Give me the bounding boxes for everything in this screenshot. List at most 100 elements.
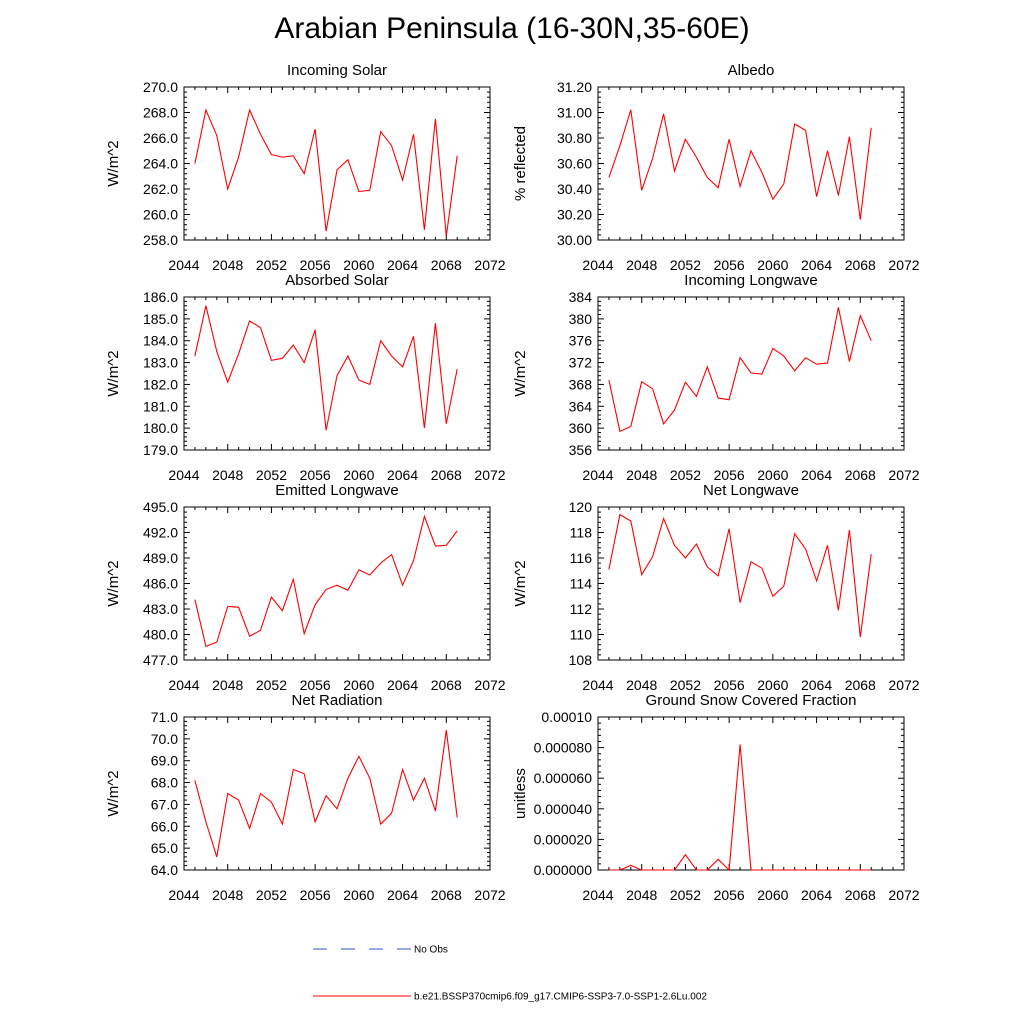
net-longwave-ytick-label: 114	[570, 576, 593, 592]
incoming-solar-xtick-label: 2048	[212, 257, 243, 273]
albedo-xtick-label: 2052	[670, 257, 701, 273]
emitted-longwave-xtick-label: 2044	[168, 677, 199, 693]
net-longwave-ytick-label: 110	[570, 627, 593, 643]
absorbed-solar-ytick-label: 185.0	[143, 311, 178, 327]
emitted-longwave-xtick-label: 2048	[212, 677, 243, 693]
net-longwave-ytick-label: 118	[570, 525, 593, 541]
net-radiation-ytick-label: 66.0	[151, 818, 178, 834]
net-radiation-xtick-label: 2060	[343, 887, 374, 903]
ground-snow-covered-fraction-xtick-label: 2060	[757, 887, 788, 903]
net-longwave-xtick-label: 2056	[714, 677, 745, 693]
emitted-longwave-series-line	[194, 514, 458, 648]
albedo-ytick-label: 31.00	[557, 105, 592, 121]
net-radiation-ytick-label: 67.0	[151, 796, 178, 812]
absorbed-solar-ytick-label: 186.0	[143, 289, 178, 305]
incoming-solar-ytick-label: 260.0	[143, 207, 178, 223]
incoming-solar-xtick-label: 2052	[256, 257, 287, 273]
ground-snow-covered-fraction-xtick-label: 2072	[888, 887, 919, 903]
emitted-longwave-xtick-label: 2064	[387, 677, 418, 693]
figure-title: Arabian Peninsula (16-30N,35-60E)	[274, 12, 750, 45]
incoming-solar-xtick-label: 2068	[431, 257, 462, 273]
emitted-longwave-xtick-label: 2052	[256, 677, 287, 693]
incoming-longwave-xtick-label: 2068	[845, 467, 876, 483]
albedo-xtick-label: 2044	[582, 257, 613, 273]
incoming-longwave-series-line	[608, 307, 872, 433]
ground-snow-covered-fraction-title: Ground Snow Covered Fraction	[646, 692, 857, 709]
incoming-solar-ytick-label: 262.0	[143, 181, 178, 197]
net-radiation-title: Net Radiation	[292, 692, 383, 709]
albedo-ytick-label: 31.20	[557, 79, 592, 95]
ground-snow-covered-fraction-xtick-label: 2048	[626, 887, 657, 903]
emitted-longwave-ytick-label: 477.0	[143, 652, 178, 668]
albedo-xtick-label: 2072	[888, 257, 919, 273]
ground-snow-covered-fraction-xtick-label: 2064	[801, 887, 832, 903]
absorbed-solar-xtick-label: 2052	[256, 467, 287, 483]
emitted-longwave-frame	[183, 506, 491, 661]
ground-snow-covered-fraction-ytick-label: 0.000020	[534, 831, 593, 847]
incoming-solar-xtick-label: 2064	[387, 257, 418, 273]
incoming-longwave-ytick-label: 364	[569, 398, 593, 414]
albedo-xtick-label: 2056	[714, 257, 745, 273]
net-radiation-ylabel: W/m^2	[105, 770, 122, 816]
emitted-longwave-ylabel: W/m^2	[105, 560, 122, 606]
net-longwave-title: Net Longwave	[703, 482, 799, 499]
ground-snow-covered-fraction-xtick-label: 2056	[714, 887, 745, 903]
incoming-longwave-xtick-label: 2056	[714, 467, 745, 483]
ground-snow-covered-fraction-ylabel: unitless	[512, 768, 529, 819]
net-radiation-xtick-label: 2044	[168, 887, 199, 903]
incoming-longwave-ytick-label: 368	[569, 376, 593, 392]
albedo-xtick-label: 2060	[757, 257, 788, 273]
incoming-solar-xtick-label: 2056	[300, 257, 331, 273]
net-longwave-xtick-label: 2068	[845, 677, 876, 693]
panel-incoming-longwave: 356 360 364 368 372 376 380 384 2044 2048 2052 2056…	[512, 272, 920, 483]
albedo-ytick-label: 30.40	[557, 181, 592, 197]
net-longwave-xtick-label: 2064	[801, 677, 832, 693]
incoming-longwave-xtick-label: 2060	[757, 467, 788, 483]
albedo-ytick-label: 30.80	[557, 130, 592, 146]
net-radiation-ytick-label: 64.0	[151, 862, 178, 878]
absorbed-solar-xtick-label: 2072	[474, 467, 505, 483]
absorbed-solar-xtick-label: 2060	[343, 467, 374, 483]
panel-absorbed-solar: 179.0 180.0 181.0 182.0 183.0 184.0 185.0 186.0…	[105, 272, 506, 483]
albedo-series-line	[608, 109, 872, 220]
incoming-longwave-xtick-label: 2064	[801, 467, 832, 483]
absorbed-solar-ytick-label: 180.0	[143, 420, 178, 436]
albedo-title: Albedo	[728, 62, 775, 79]
net-radiation-frame	[183, 716, 491, 871]
incoming-longwave-xtick-label: 2052	[670, 467, 701, 483]
net-longwave-xtick-label: 2044	[582, 677, 613, 693]
panel-emitted-longwave: 477.0 480.0 483.0 486.0 489.0 492.0 495.0 2044 2…	[105, 482, 506, 693]
net-longwave-ytick-label: 116	[570, 550, 593, 566]
net-radiation-xtick-label: 2068	[431, 887, 462, 903]
emitted-longwave-ytick-label: 480.0	[143, 627, 178, 643]
ground-snow-covered-fraction-ytick-label: 0.000060	[534, 770, 593, 786]
ground-snow-covered-fraction-ytick-label: 0.000000	[534, 862, 593, 878]
emitted-longwave-xtick-label: 2060	[343, 677, 374, 693]
absorbed-solar-ytick-label: 179.0	[143, 442, 178, 458]
net-radiation-xtick-label: 2072	[474, 887, 505, 903]
incoming-longwave-xtick-label: 2048	[626, 467, 657, 483]
legend-label-no-obs: No Obs	[414, 945, 448, 956]
legend: No Obs b.e21.BSSP370cmip6.f09_g17.CMIP6-…	[313, 945, 707, 1003]
incoming-longwave-xtick-label: 2072	[888, 467, 919, 483]
incoming-solar-ylabel: W/m^2	[105, 140, 122, 186]
absorbed-solar-title: Absorbed Solar	[285, 272, 388, 289]
incoming-solar-ytick-label: 266.0	[143, 130, 178, 146]
net-radiation-ytick-label: 71.0	[151, 709, 178, 725]
ground-snow-covered-fraction-series-line	[608, 744, 872, 872]
incoming-longwave-ytick-label: 384	[569, 289, 593, 305]
absorbed-solar-xtick-label: 2064	[387, 467, 418, 483]
absorbed-solar-ytick-label: 184.0	[143, 333, 178, 349]
incoming-longwave-ylabel: W/m^2	[512, 350, 529, 396]
panel-net-longwave: 108 110 112 114 116 118 120 2044 2048 2052 2056 206…	[512, 482, 920, 693]
net-longwave-xtick-label: 2048	[626, 677, 657, 693]
incoming-longwave-ytick-label: 372	[569, 355, 593, 371]
emitted-longwave-title: Emitted Longwave	[275, 482, 398, 499]
net-radiation-xtick-label: 2048	[212, 887, 243, 903]
net-longwave-ytick-label: 108	[569, 652, 593, 668]
albedo-xtick-label: 2068	[845, 257, 876, 273]
net-longwave-xtick-label: 2072	[888, 677, 919, 693]
panel-net-radiation: 64.0 65.0 66.0 67.0 68.0 69.0 70.0 71.0 2044 2048…	[105, 692, 506, 903]
net-radiation-ytick-label: 68.0	[151, 775, 178, 791]
